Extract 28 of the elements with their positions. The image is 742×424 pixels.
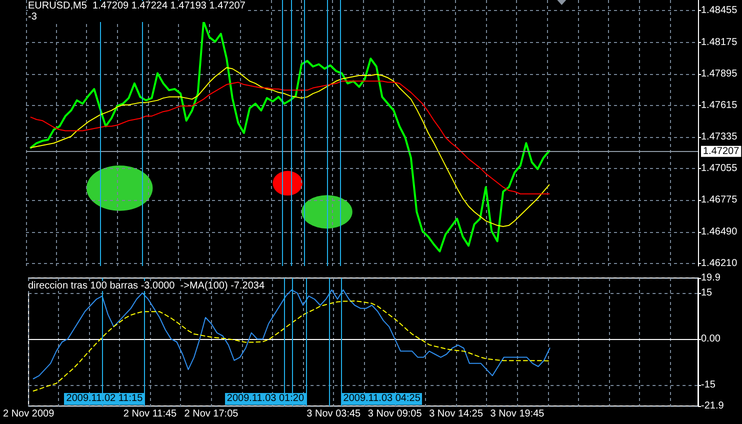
y-tick-label: 1.47895 [701,68,738,80]
x-tick-label: 2 Nov 17:05 [184,408,239,420]
y-tick-label: -21.9 [701,400,724,412]
chart-title: EURUSD,M5 1.47209 1.47224 1.47193 1.47207 [28,0,246,12]
y-tick-label: -15 [701,379,716,390]
ref-line-label: 2009.11.02 11:15 [64,393,145,405]
x-tick-label: 3 Nov 03:45 [306,408,362,420]
x-tick-label: 3 Nov 09:05 [368,408,422,420]
ref-line-label: 2009.11.03 04:25 [341,393,422,405]
y-tick-label: 15 [701,288,713,299]
y-tick-label: 1.48175 [701,36,738,48]
y-tick-label: 1.47055 [701,163,738,174]
text: -3 [28,12,38,22]
ref-line-label: 2009.11.03 01:20 [224,393,306,405]
y-tick-label: 1.48455 [701,5,738,16]
y-tick-label: 1.47615 [701,100,738,111]
y-tick-label: 19.9 [701,272,721,284]
ref-line-label: 1.47207 [703,146,740,157]
y-tick-label: 1.46490 [701,226,738,238]
x-tick-label: 3 Nov 14:25 [429,408,484,420]
chart-title: direccion tras 100 barras -3.0000 ->MA(100) -7.2034 [28,280,265,292]
x-tick-label: 2 Nov 11:45 [123,408,178,420]
y-tick-label: 1.47335 [701,131,738,142]
y-tick-label: 1.46775 [701,194,738,206]
y-tick-label: 0.00 [701,333,721,344]
x-tick-label: 3 Nov 19:45 [490,408,545,420]
x-tick-label: 2 Nov 2009 [2,408,55,420]
y-tick-label: 1.46210 [701,258,738,270]
